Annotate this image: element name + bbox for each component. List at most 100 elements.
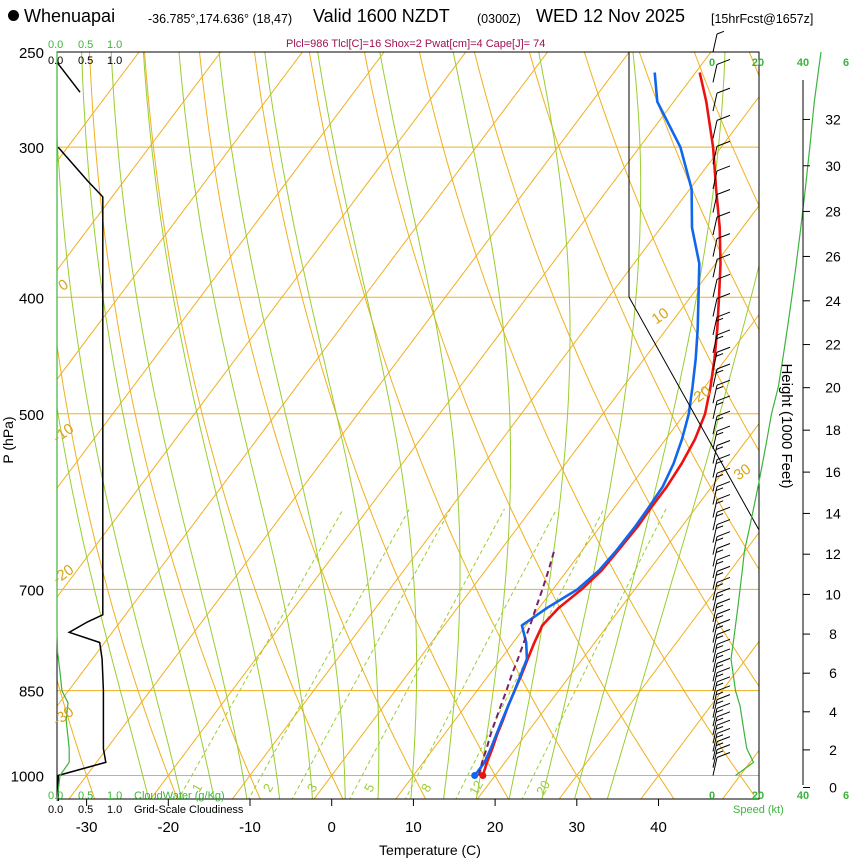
y-axis-title: P (hPa) [0,416,16,463]
wind-barb-half-flag [715,654,724,659]
wind-panel-boundary [628,52,760,799]
moist-adiabat-line [452,52,512,799]
wind-barbs-column [628,30,760,799]
wind-barb-staff [712,416,718,435]
wind-speed-tick-bottom: 0 [709,790,715,802]
wind-barb-flag [716,87,731,94]
wind-barb-half-flag [715,726,724,730]
cloudiness-scale-bottom: 0.0 [48,804,63,816]
wind-barb-half-flag [715,487,724,492]
wind-barb-flag [716,494,731,500]
wind-barb [712,719,731,744]
wind-barb-flag [716,711,731,718]
height-tick-label: 2 [829,742,837,758]
wind-barb [712,114,731,139]
mixing-ratio-label: 12 [466,778,486,798]
mixing-ratio-line [521,508,667,799]
wind-speed-tick-top: 40 [797,57,809,69]
wind-barb [712,619,731,643]
dry-adiabat-line [198,52,427,799]
cloudwater-scale-bottom: 1.0 [107,790,122,802]
background-clip-group [57,52,759,799]
cloudiness-scale-top: 1.0 [107,55,122,67]
moist-adiabat-line [81,52,215,799]
wind-speed-tick-top: 20 [752,57,764,69]
wind-barb [712,694,731,718]
wind-barb-flag [716,587,731,594]
wind-barb [712,87,731,112]
cloudiness-scale-bottom: Grid-Scale Cloudiness [134,804,244,816]
cloudiness-scale-bottom: 0.5 [78,804,93,816]
x-tick-label: 40 [650,819,667,836]
moist-adiabat-line [541,52,642,799]
wind-barb-staff [712,334,718,354]
wind-barb [712,744,731,768]
wind-barb [712,293,731,317]
wind-barb-flag [716,425,731,432]
wind-barb [712,329,731,354]
wind-barb-staff [712,170,718,190]
wind-barb [712,440,731,464]
wind-barb-staff [712,624,718,643]
forecast-date: WED 12 Nov 2025 [536,6,686,26]
sounding-parameters: Plcl=986 Tlcl[C]=16 Shox=2 Pwat[cm]=4 Ca… [286,38,546,50]
wind-barb [712,629,731,653]
wind-barb-flag [716,657,731,664]
wind-barb-half-flag [715,353,724,357]
mixing-ratio-line [404,508,558,799]
wind-barb [712,410,731,435]
moist-adiabat-line [178,52,313,799]
wind-barb-staff [712,216,718,236]
isotherm-line [395,313,759,799]
wind-barb-flag [716,554,731,561]
wind-barb-flag [716,565,731,572]
isotherm-line [57,52,385,489]
wind-barb-flag [716,410,731,417]
wind-barb-half-flag [715,560,724,565]
wind-barb-flag [716,440,731,446]
wind-barb-staff [712,716,718,735]
wind-barb-staff [712,146,718,165]
wind-barb-half-flag [715,635,724,639]
x-tick-label: -10 [239,819,261,836]
wind-barb [712,676,731,700]
wind-barb-flag [716,189,731,195]
wind-barb [712,253,731,278]
wind-barb [712,467,731,492]
wind-barb-flag [716,58,731,65]
height-axis-title: Height (1000 Feet) [778,363,795,488]
dry-adiabat-line [57,678,96,799]
wind-barb-half-flag [715,594,724,598]
moist-adiabat-line [142,52,281,799]
wind-barb-flag [716,685,731,692]
moist-adiabat-line [574,52,726,799]
wind-barb-staff [712,571,718,590]
wind-barb-half-flag [715,750,724,755]
moist-adiabat-line [508,52,571,799]
wind-barb-half-flag [715,500,724,504]
wind-barb-staff [712,445,718,464]
height-tick-label: 6 [829,665,837,681]
wind-barb-staff [712,634,718,653]
wind-barb-half-flag [715,664,724,668]
dry-adiabat-line [583,52,759,452]
mixing-ratio-line [177,508,344,799]
wind-barb-half-flag [715,417,724,421]
wind-barb-flag [716,273,731,280]
wind-barb [712,752,731,776]
wind-barb-flag [716,702,731,709]
isotherm-line [68,52,630,799]
wind-barb [712,587,731,612]
wind-barb-flag [716,608,731,615]
moist-adiabat-line [218,52,346,799]
dewpoint-trace [473,72,701,777]
pressure-tick-label: 700 [19,582,44,599]
wind-barb-half-flag [715,446,724,450]
moist-adiabat-line [57,404,150,799]
wind-barb-flag [716,253,731,260]
wind-barb-half-flag [715,734,724,738]
wind-barb-half-flag [715,604,724,609]
wind-barb [712,657,731,682]
wind-barb-flag [716,506,731,513]
wind-barb-staff [712,582,718,601]
